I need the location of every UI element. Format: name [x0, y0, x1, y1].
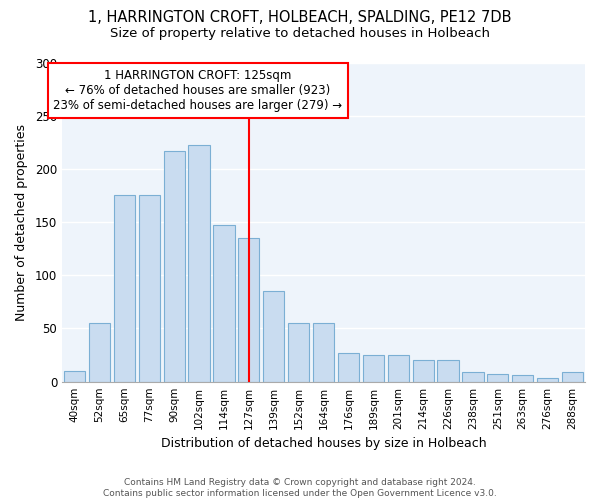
Bar	[288, 323, 309, 382]
Bar	[363, 355, 384, 382]
Bar	[437, 360, 458, 382]
Bar	[164, 151, 185, 382]
Bar	[238, 238, 259, 382]
Bar	[388, 355, 409, 382]
Bar	[214, 226, 235, 382]
Text: Contains HM Land Registry data © Crown copyright and database right 2024.
Contai: Contains HM Land Registry data © Crown c…	[103, 478, 497, 498]
Bar	[188, 146, 209, 382]
Bar	[512, 376, 533, 382]
Bar	[338, 353, 359, 382]
Bar	[114, 196, 135, 382]
Bar	[89, 323, 110, 382]
Bar	[64, 371, 85, 382]
Bar	[313, 323, 334, 382]
Bar	[487, 374, 508, 382]
Bar	[562, 372, 583, 382]
Text: Size of property relative to detached houses in Holbeach: Size of property relative to detached ho…	[110, 28, 490, 40]
Text: 1 HARRINGTON CROFT: 125sqm
← 76% of detached houses are smaller (923)
23% of sem: 1 HARRINGTON CROFT: 125sqm ← 76% of deta…	[53, 69, 343, 112]
Text: 1, HARRINGTON CROFT, HOLBEACH, SPALDING, PE12 7DB: 1, HARRINGTON CROFT, HOLBEACH, SPALDING,…	[88, 10, 512, 25]
Bar	[537, 378, 558, 382]
Y-axis label: Number of detached properties: Number of detached properties	[15, 124, 28, 320]
Bar	[463, 372, 484, 382]
Bar	[413, 360, 434, 382]
Bar	[263, 291, 284, 382]
X-axis label: Distribution of detached houses by size in Holbeach: Distribution of detached houses by size …	[161, 437, 487, 450]
Bar	[139, 196, 160, 382]
